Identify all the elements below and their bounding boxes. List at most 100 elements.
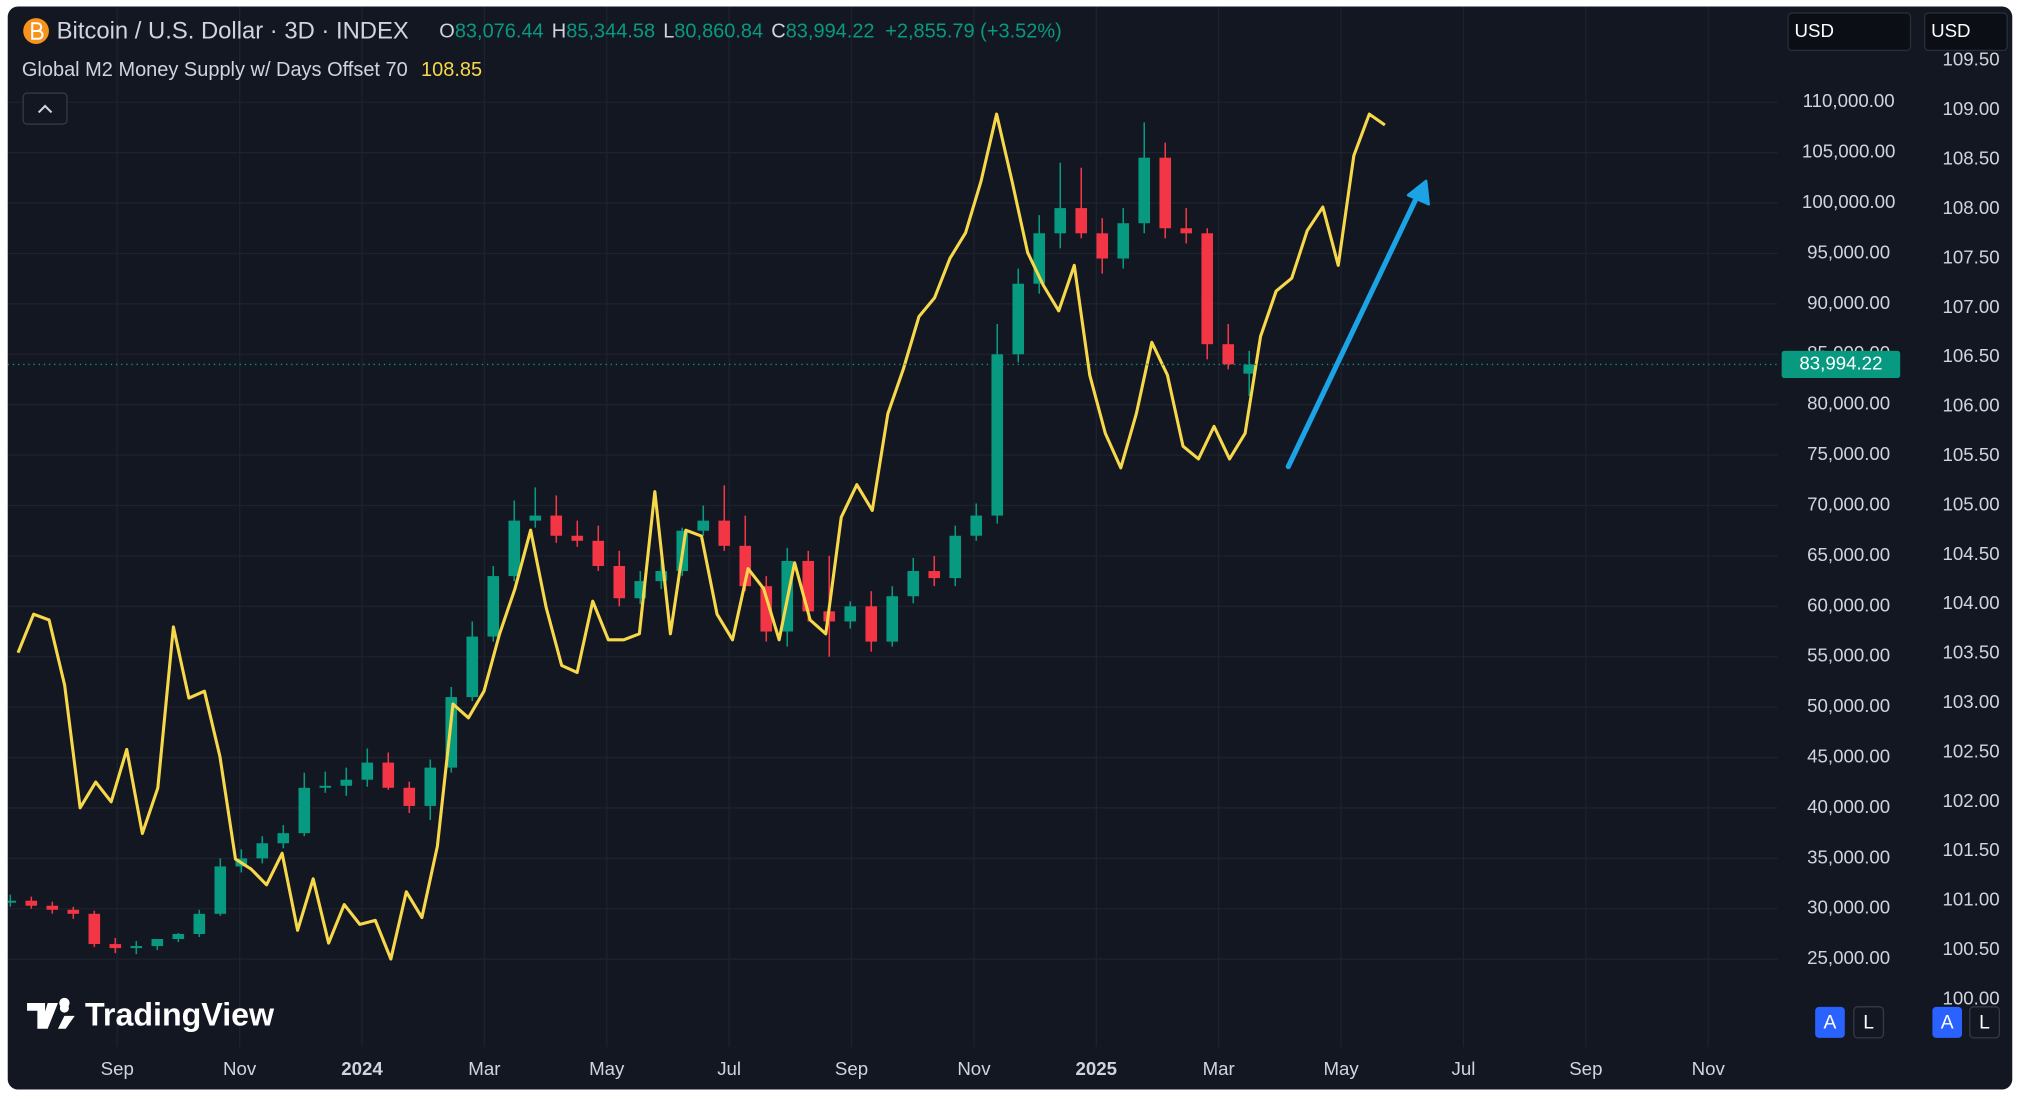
candle-body	[865, 606, 878, 642]
y-tick-label: 55,000.00	[1807, 645, 1890, 666]
watermark-logo	[27, 997, 70, 1029]
x-tick-label: Nov	[223, 1058, 257, 1079]
candle-body	[550, 515, 563, 536]
legend-value: 108.85	[421, 59, 482, 81]
y2-tick-label: 104.00	[1942, 592, 1999, 613]
currency-box[interactable]	[1924, 12, 2008, 52]
candle-body	[1033, 233, 1046, 284]
y2-tick-label: 102.50	[1942, 740, 1999, 761]
watermark-logo-tail	[57, 1015, 75, 1029]
collapse-button[interactable]	[22, 92, 68, 125]
candle-body	[634, 581, 647, 599]
y-tick-label: 100,000.00	[1802, 191, 1895, 212]
y2-tick-label: 109.00	[1942, 98, 1999, 119]
x-tick-label: Sep	[1569, 1058, 1602, 1079]
y2-tick-label: 107.00	[1942, 296, 1999, 317]
candle-body	[1159, 157, 1172, 229]
y-tick-label: 90,000.00	[1807, 292, 1890, 313]
y2-tick-label: 105.50	[1942, 444, 1999, 465]
candle-body	[298, 787, 311, 834]
indicator-legend: Global M2 Money Supply w/ Days Offset 70…	[22, 59, 482, 81]
ohlc-key: O	[439, 21, 455, 43]
candle-body	[1054, 208, 1067, 234]
watermark-logo-dot	[59, 1003, 69, 1013]
currency-box[interactable]	[1787, 12, 1912, 52]
candle-body	[361, 762, 374, 780]
candle-body	[340, 779, 353, 786]
grid	[7, 6, 1778, 1047]
x-tick-label: Sep	[835, 1058, 868, 1079]
log-scale-label[interactable]: L	[1979, 1012, 1990, 1034]
currency-label[interactable]: USD	[1931, 20, 1970, 41]
currency-label[interactable]: USD	[1795, 20, 1834, 41]
x-tick-label: Nov	[1692, 1058, 1726, 1079]
watermark: TradingView	[27, 997, 275, 1033]
candle-body	[151, 939, 164, 947]
currency-selector[interactable]: USD USD	[1787, 12, 2008, 52]
symbol-title: Bitcoin / U.S. Dollar · 3D · INDEX	[57, 18, 409, 45]
panel	[7, 6, 2013, 1090]
candle-body	[25, 900, 38, 906]
candle-body	[172, 933, 185, 940]
y-tick-label: 45,000.00	[1807, 745, 1890, 766]
log-scale-button[interactable]	[1853, 1006, 1885, 1039]
candle-body	[508, 520, 521, 577]
y2-tick-label: 109.50	[1942, 49, 1999, 70]
x-tick-label: Nov	[957, 1058, 991, 1079]
candle-body	[655, 571, 668, 582]
ohlc-value: 83,994.22	[786, 21, 875, 43]
y-tick-label: 30,000.00	[1807, 897, 1890, 918]
y2-tick-label: 107.50	[1942, 246, 1999, 267]
candle-body	[949, 535, 962, 579]
x-tick-label: May	[589, 1058, 625, 1079]
y2-tick-label: 103.50	[1942, 642, 1999, 663]
candle-body	[1012, 283, 1025, 355]
candle-body	[739, 545, 752, 587]
log-scale-button[interactable]	[1969, 1006, 2001, 1039]
overlay: 83,994.22	[1781, 350, 1901, 378]
candle-body	[277, 833, 290, 844]
y-tick-label: 25,000.00	[1807, 947, 1890, 968]
collapse-chevron	[37, 104, 53, 114]
candle-body	[970, 515, 983, 536]
y-tick-label: 75,000.00	[1807, 443, 1890, 464]
candle-body	[571, 535, 584, 541]
y-tick-label: 80,000.00	[1807, 393, 1890, 414]
candle-body	[802, 560, 815, 612]
y2-tick-label: 105.00	[1942, 493, 1999, 514]
candle-body	[487, 576, 500, 637]
candle-body	[466, 636, 479, 698]
ohlc-key: H	[552, 21, 566, 43]
watermark-text: TradingView	[85, 997, 275, 1033]
auto-scale-button[interactable]	[1932, 1006, 1963, 1038]
panel-content: 25,000.00 30,000.00 35,000.00 40,000.00 45,0…	[7, 6, 2008, 1079]
candle-body	[1075, 208, 1088, 234]
axes: 25,000.00 30,000.00 35,000.00 40,000.00 45,0…	[101, 49, 2000, 1079]
x-tick-label: 2025	[1076, 1058, 1118, 1079]
candle-body	[718, 520, 731, 546]
collapse-button-frame[interactable]	[22, 92, 68, 125]
auto-scale-label[interactable]: A	[1824, 1012, 1837, 1034]
log-scale-label[interactable]: L	[1863, 1012, 1874, 1034]
auto-scale-button[interactable]	[1815, 1006, 1845, 1038]
candle-body	[256, 843, 269, 859]
candle-body	[193, 913, 206, 934]
y2-tick-label: 104.50	[1942, 543, 1999, 564]
legend-name: Global M2 Money Supply w/ Days Offset 70	[22, 59, 408, 81]
candle-body	[529, 515, 542, 521]
candle-body	[1201, 233, 1214, 345]
price-change: +2,855.79 (+3.52%)	[885, 21, 1062, 43]
y2-tick-label: 101.50	[1942, 839, 1999, 860]
y2-tick-label: 108.50	[1942, 148, 1999, 169]
ohlc-value: 83,076.44	[455, 21, 544, 43]
candle-body	[844, 606, 857, 622]
candle-body	[1180, 228, 1193, 234]
candle-body	[424, 767, 437, 806]
auto-scale-label[interactable]: A	[1941, 1012, 1954, 1034]
scale-buttons[interactable]: A L A L	[1815, 1006, 2001, 1039]
ohlc-value: 85,344.58	[566, 21, 655, 43]
y-tick-label: 105,000.00	[1802, 141, 1895, 162]
candle-body	[907, 571, 920, 597]
